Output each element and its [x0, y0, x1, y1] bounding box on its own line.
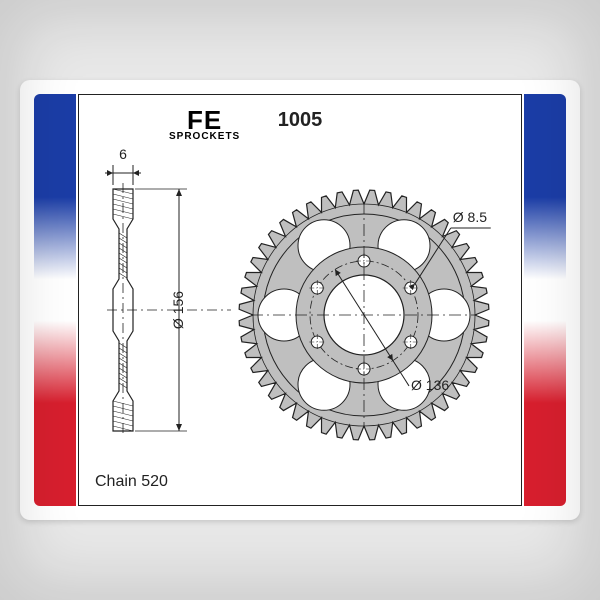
france-flag-right: [524, 94, 566, 506]
sprocket-drawing: Ø 136 Ø 8.5: [229, 145, 519, 455]
brand-logo-small: SPROCKETS: [169, 132, 240, 141]
brand-logo: FE SPROCKETS: [169, 109, 240, 141]
viewport: FE SPROCKETS 1005 Chain 520 6 Ø 156 Ø 136…: [0, 0, 600, 600]
bolt-hole-diameter-label: Ø 8.5: [453, 209, 487, 225]
drawing-frame: FE SPROCKETS 1005 Chain 520 6 Ø 156 Ø 136…: [78, 94, 522, 506]
profile-width-label: 6: [119, 146, 127, 162]
profile-diameter-label: Ø 156: [170, 291, 186, 329]
brand-logo-big: FE: [169, 109, 240, 132]
spec-card: FE SPROCKETS 1005 Chain 520 6 Ø 156 Ø 136…: [20, 80, 580, 520]
bolt-circle-diameter-label: Ø 136: [411, 377, 449, 393]
france-flag-left: [34, 94, 76, 506]
profile-drawing: 6 Ø 156: [83, 145, 233, 455]
chain-label: Chain 520: [95, 473, 168, 491]
part-number: 1005: [278, 109, 323, 132]
